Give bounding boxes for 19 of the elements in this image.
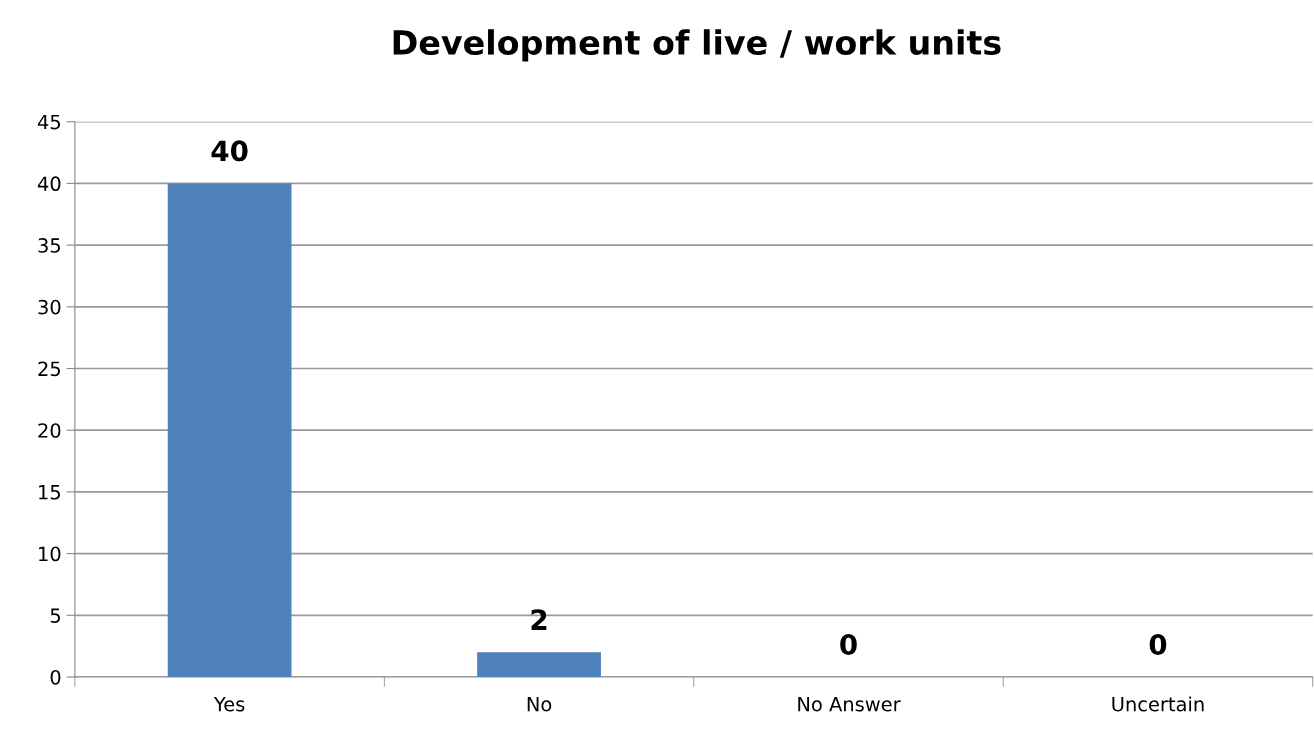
chart-title: Development of live / work units: [393, 29, 1001, 62]
y-tick-label: 35: [38, 238, 60, 253]
data-label: 2: [531, 609, 547, 630]
y-tick-label: 30: [38, 299, 61, 315]
y-tick-label: 5: [50, 608, 61, 623]
y-tick-label: 10: [39, 546, 61, 562]
y-tick-label: 40: [37, 176, 61, 192]
y-tick-label: 25: [38, 361, 60, 377]
y-tick-label: 15: [39, 485, 60, 500]
x-tick-label: No: [527, 697, 552, 712]
data-label: 0: [1149, 633, 1167, 655]
data-label: 40: [211, 140, 248, 162]
x-tick-label: Uncertain: [1112, 696, 1204, 712]
x-tick-label: Yes: [213, 697, 245, 712]
data-label: 0: [840, 633, 857, 655]
x-tick-label: No Answer: [798, 697, 901, 712]
y-tick-label: 20: [38, 423, 61, 438]
y-tick-label: 0: [50, 669, 61, 685]
y-tick-label: 45: [37, 114, 60, 130]
